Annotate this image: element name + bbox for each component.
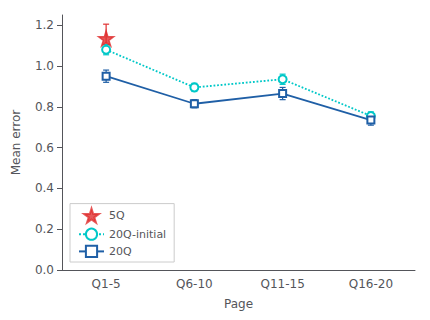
svg-text:0.4: 0.4 <box>35 181 54 195</box>
svg-text:0.8: 0.8 <box>35 100 54 114</box>
svg-text:20Q-initial: 20Q-initial <box>109 228 166 241</box>
svg-text:Q6-10: Q6-10 <box>176 277 213 291</box>
svg-text:1.0: 1.0 <box>35 59 54 73</box>
svg-text:0.6: 0.6 <box>35 141 54 155</box>
svg-text:5Q: 5Q <box>109 209 125 222</box>
svg-text:0.0: 0.0 <box>35 263 54 277</box>
svg-text:0.2: 0.2 <box>35 222 54 236</box>
svg-text:1.2: 1.2 <box>35 18 54 32</box>
svg-text:Q11-15: Q11-15 <box>260 277 304 291</box>
svg-text:Page: Page <box>224 297 253 311</box>
svg-text:20Q: 20Q <box>109 245 132 258</box>
svg-text:Q1-5: Q1-5 <box>92 277 121 291</box>
svg-text:Q16-20: Q16-20 <box>349 277 393 291</box>
svg-text:Mean error: Mean error <box>9 110 23 176</box>
